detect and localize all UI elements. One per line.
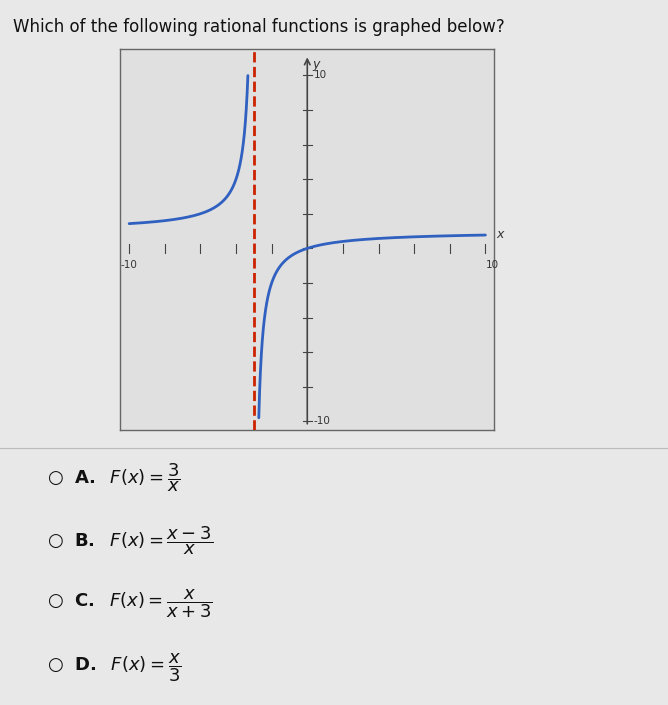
Text: x: x [496, 228, 504, 241]
Text: $\bigcirc$  $\mathbf{D.}$  $F(x) = \dfrac{x}{3}$: $\bigcirc$ $\mathbf{D.}$ $F(x) = \dfrac{… [47, 651, 181, 684]
Text: 10: 10 [486, 260, 498, 271]
Text: $\bigcirc$  $\mathbf{A.}$  $F(x) = \dfrac{3}{x}$: $\bigcirc$ $\mathbf{A.}$ $F(x) = \dfrac{… [47, 461, 180, 493]
Text: y: y [313, 58, 320, 71]
Text: -10: -10 [313, 417, 331, 427]
Text: $\bigcirc$  $\mathbf{C.}$  $F(x) = \dfrac{x}{x+3}$: $\bigcirc$ $\mathbf{C.}$ $F(x) = \dfrac{… [47, 588, 212, 620]
Text: -10: -10 [121, 260, 138, 271]
Text: 10: 10 [313, 70, 327, 80]
Text: Which of the following rational functions is graphed below?: Which of the following rational function… [13, 18, 505, 36]
Text: $\bigcirc$  $\mathbf{B.}$  $F(x) = \dfrac{x-3}{x}$: $\bigcirc$ $\mathbf{B.}$ $F(x) = \dfrac{… [47, 525, 213, 557]
